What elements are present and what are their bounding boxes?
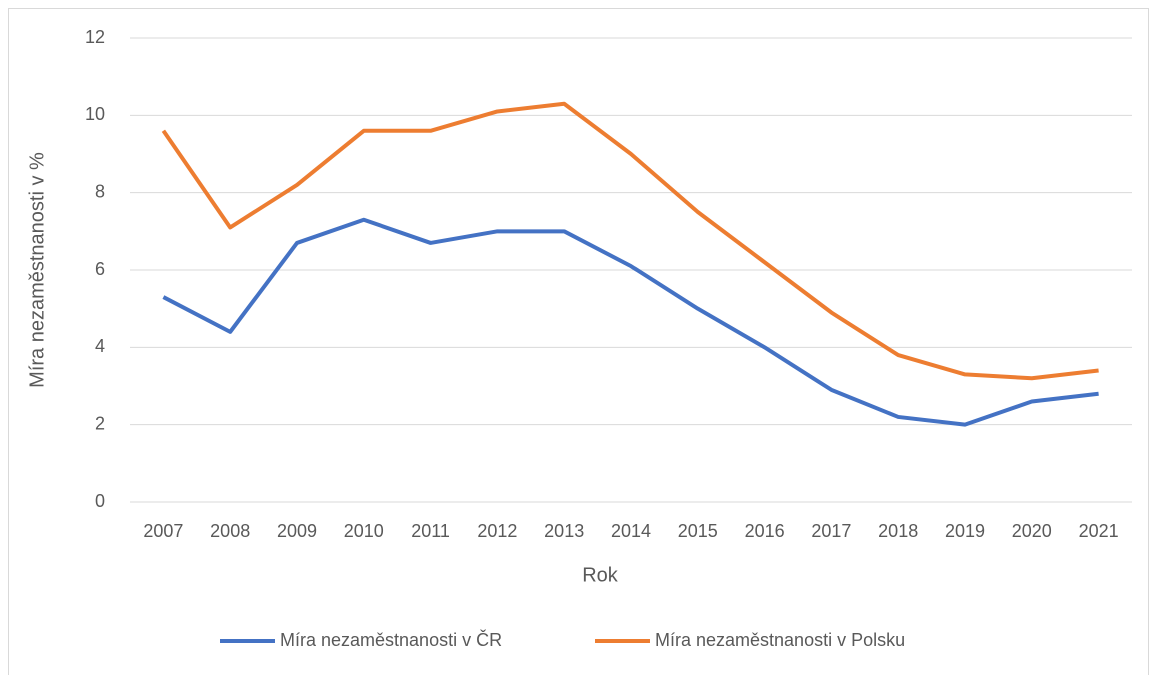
x-tick-label: 2017 (811, 521, 851, 541)
y-tick-label: 12 (85, 27, 105, 47)
y-tick-label: 4 (95, 336, 105, 356)
y-tick-label: 6 (95, 259, 105, 279)
legend-label: Míra nezaměstnanosti v ČR (280, 629, 502, 650)
x-tick-label: 2013 (544, 521, 584, 541)
x-tick-label: 2019 (945, 521, 985, 541)
x-tick-label: 2010 (344, 521, 384, 541)
y-tick-label: 2 (95, 413, 105, 433)
x-tick-label: 2016 (745, 521, 785, 541)
x-tick-label: 2011 (411, 521, 450, 541)
y-axis-label: Míra nezaměstnanosti v % (26, 152, 48, 388)
x-tick-label: 2007 (143, 521, 183, 541)
x-tick-label: 2014 (611, 521, 651, 541)
x-tick-label: 2009 (277, 521, 317, 541)
x-tick-label: 2012 (477, 521, 517, 541)
legend-label: Míra nezaměstnanosti v Polsku (655, 630, 905, 650)
x-axis-label: Rok (582, 564, 619, 586)
x-tick-label: 2018 (878, 521, 918, 541)
chart-frame (8, 8, 1149, 675)
x-tick-label: 2008 (210, 521, 250, 541)
x-tick-label: 2015 (678, 521, 718, 541)
x-tick-label: 2020 (1012, 521, 1052, 541)
data-line (161, 101, 1099, 381)
y-tick-label: 8 (95, 181, 105, 201)
y-tick-label: 10 (85, 104, 105, 124)
y-tick-label: 0 (95, 491, 105, 511)
data-line (162, 217, 1099, 427)
x-tick-label: 2021 (1079, 521, 1119, 541)
